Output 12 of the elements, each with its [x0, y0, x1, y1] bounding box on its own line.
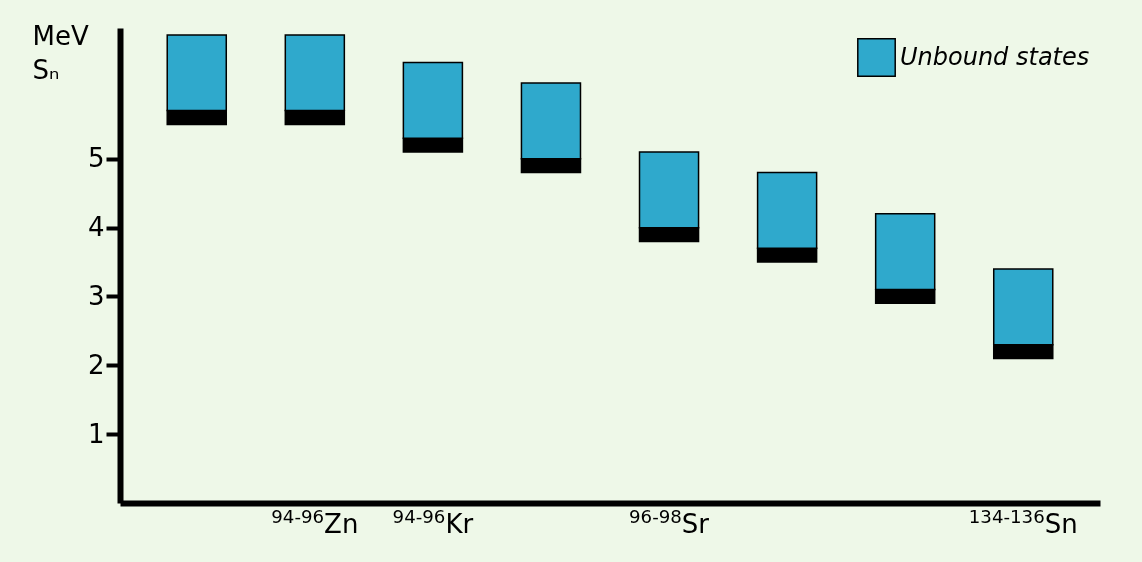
text: MeV	[32, 20, 89, 51]
y-axis-title: Sₙ	[32, 54, 60, 85]
y-tick-label: 3	[87, 280, 105, 311]
y-tick-label: 4	[87, 212, 105, 243]
y-tick-label: 2	[87, 349, 105, 380]
y-tick-label: 5	[87, 143, 105, 174]
x-tick-label: $^{96-98}$Sr	[629, 505, 710, 539]
legend-label: Unbound states	[900, 42, 1090, 71]
y-tick-label: 1	[87, 418, 105, 449]
x-tick-label: $^{94-96}$Zn	[271, 505, 359, 539]
x-tick-label: $^{134-136}$Sn	[968, 505, 1078, 539]
x-tick-label: $^{94-96}$Kr	[392, 505, 474, 539]
